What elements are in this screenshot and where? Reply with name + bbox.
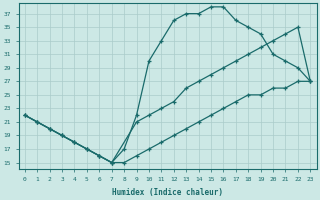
X-axis label: Humidex (Indice chaleur): Humidex (Indice chaleur)	[112, 188, 223, 197]
